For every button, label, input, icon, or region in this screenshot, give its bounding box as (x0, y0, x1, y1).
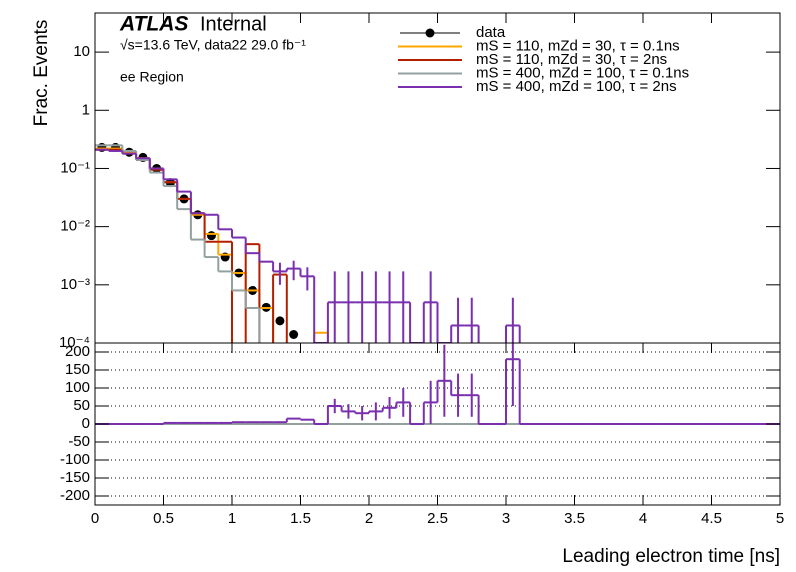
annotation: ee Region (120, 69, 184, 85)
x-tick-label: 2.5 (427, 510, 448, 527)
legend-label: mS = 110, mZd = 30, τ = 0.1ns (476, 37, 680, 54)
y-tick-label: 50 (73, 397, 90, 414)
legend-label: mS = 400, mZd = 100, τ = 0.1ns (476, 64, 689, 81)
data-point (206, 231, 216, 241)
y-tick-label: 150 (65, 361, 90, 378)
data-point (275, 316, 285, 326)
x-tick-label: 2 (365, 510, 373, 527)
x-tick-label: 4 (639, 510, 647, 527)
top-panel (95, 142, 521, 343)
data-point (289, 329, 299, 339)
ratio-frame (94, 342, 781, 506)
x-tick-label: 0 (91, 510, 99, 527)
legend-label: mS = 110, mZd = 30, τ = 2ns (476, 51, 667, 68)
x-tick-label: 3.5 (564, 510, 585, 527)
y-tick-label: 10⁻² (60, 218, 90, 235)
y-tick-label: -150 (60, 469, 90, 486)
subtitle: √s=13.6 TeV, data22 29.0 fb⁻¹ (120, 37, 306, 53)
y-tick-label: -50 (68, 433, 90, 450)
x-axis-label: Leading electron time [ns] (562, 546, 780, 567)
atlas-suffix: Internal (200, 13, 267, 35)
y-tick-label: 200 (65, 343, 90, 360)
y-tick-label: 10⁻⁴ (59, 334, 90, 351)
y-tick-label: 100 (65, 379, 90, 396)
x-tick-label: 4.5 (701, 510, 722, 527)
axes: 10⁻⁴10⁻³10⁻²10⁻¹110-200-150-100-50050100… (59, 13, 784, 527)
legend-label: data (476, 24, 506, 41)
y-tick-label: -200 (60, 487, 90, 504)
ratio-panel (95, 343, 780, 497)
series (95, 343, 780, 425)
y-tick-label: -100 (60, 451, 90, 468)
series (95, 148, 521, 343)
x-tick-label: 0.5 (153, 510, 174, 527)
y-tick-label: 0 (82, 415, 90, 432)
legend-marker (425, 28, 435, 38)
y-axis-label: Frac. Events (31, 20, 52, 127)
legend-label: mS = 400, mZd = 100, τ = 2ns (476, 78, 677, 95)
y-tick-label: 10 (73, 43, 90, 60)
y-tick-label: 10⁻¹ (60, 159, 90, 176)
y-tick-label: 1 (82, 101, 90, 118)
atlas-label: ATLAS (119, 13, 188, 36)
x-tick-label: 5 (776, 510, 784, 527)
y-tick-label: 10⁻³ (60, 276, 90, 293)
x-tick-label: 1 (228, 510, 236, 527)
x-tick-label: 3 (502, 510, 510, 527)
x-tick-label: 1.5 (290, 510, 311, 527)
